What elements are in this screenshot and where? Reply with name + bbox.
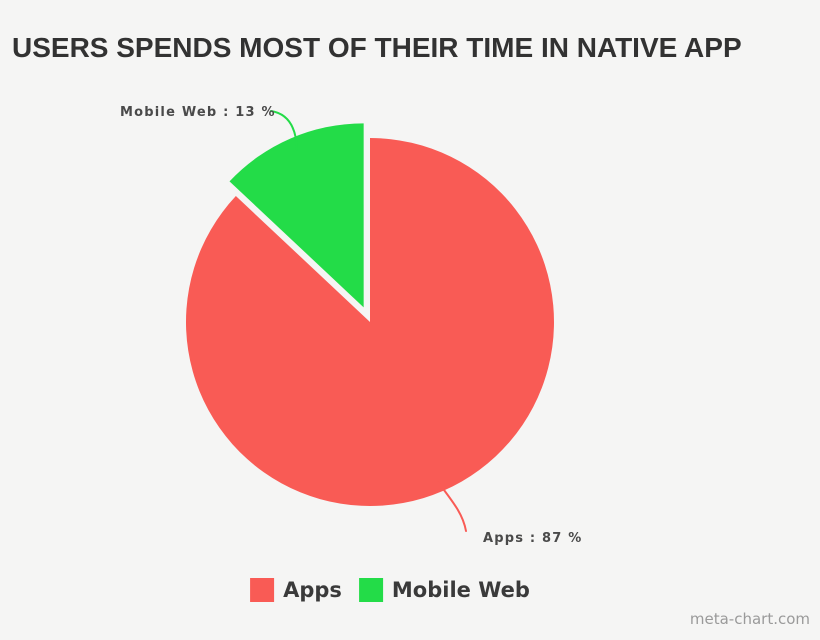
mobile-web-leader-line bbox=[270, 110, 298, 151]
legend-label-mobile-web: Mobile Web bbox=[391, 577, 530, 602]
pie-slice-mobile-web bbox=[229, 123, 364, 308]
legend-item-apps: Apps bbox=[250, 578, 342, 602]
apps-leader-line bbox=[437, 481, 467, 532]
pie-slices bbox=[185, 123, 554, 506]
mobile-web-color-swatch bbox=[358, 578, 383, 602]
legend-label-apps: Apps bbox=[283, 577, 342, 602]
callout-apps: Apps : 87 % bbox=[483, 531, 583, 546]
pie-slice-apps bbox=[185, 138, 554, 506]
apps-color-swatch bbox=[250, 578, 275, 602]
legend-item-mobile-web: Mobile Web bbox=[358, 577, 530, 602]
callout-mobile-web: Mobile Web : 13 % bbox=[120, 105, 276, 120]
chart-title: USERS SPENDS MOST OF THEIR TIME IN NATIV… bbox=[12, 32, 742, 63]
legend: Apps Mobile Web bbox=[250, 578, 530, 602]
watermark: meta-chart.com bbox=[689, 610, 810, 628]
